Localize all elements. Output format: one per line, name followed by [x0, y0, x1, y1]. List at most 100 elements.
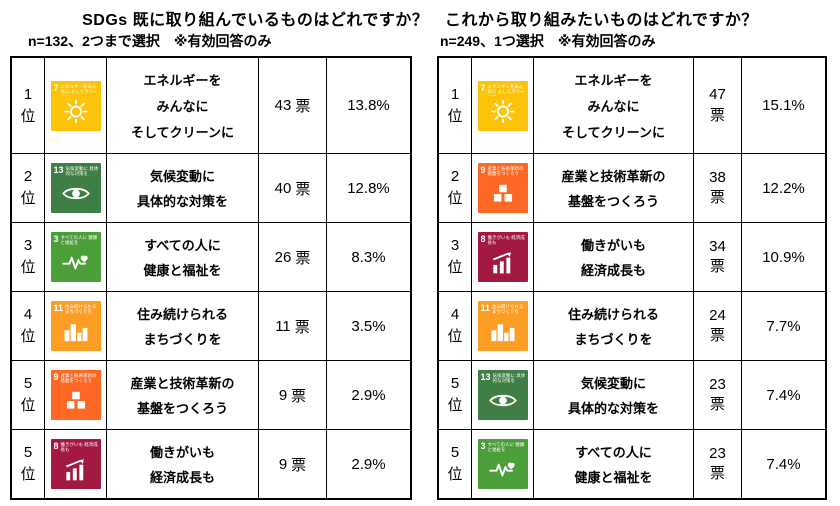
sdg-icon-cell: 8 働きがいも 経済成長も [471, 223, 533, 291]
votes-cell: 24 票 [693, 292, 741, 360]
sdg-number: 8 [480, 235, 486, 244]
sdg-title-text: 働きがいも 経済成長も [60, 442, 98, 453]
rank-number: 1 [23, 85, 33, 103]
rank-number: 4 [450, 306, 460, 324]
votes-number: 47 [709, 86, 726, 104]
votes-cell: 26 票 [258, 223, 326, 291]
rank-number: 5 [23, 375, 33, 393]
rank-cell: 5 位 [12, 361, 44, 429]
sdg-icon-cell: 7 エネルギーをみんなに そしてクリーンに [471, 58, 533, 153]
sdg-7-icon: 7 エネルギーをみんなに そしてクリーンに [50, 80, 101, 131]
sdg-icon-cell: 7 エネルギーをみんなに そしてクリーンに [44, 58, 106, 153]
votes-unit: 票 [709, 396, 725, 413]
votes-number: 24 [709, 306, 726, 324]
sdg-icon-cell: 11 住み続けられる まちづくりを [471, 292, 533, 360]
goal-label-line: 働きがいも [149, 444, 215, 460]
buildings-icon [488, 317, 518, 346]
goal-label-line: みんなに [587, 99, 640, 114]
percent-cell: 12.2% [741, 154, 825, 222]
sdg-number: 9 [53, 373, 59, 382]
goal-label-line: 気候変動に [580, 375, 646, 391]
rank-cell: 4 位 [12, 292, 44, 360]
sdg-icon-cell: 9 産業と技術革新の 基盤をつくろう [44, 361, 106, 429]
votes-cell: 43 票 [258, 58, 326, 153]
sdg-tile-header: 3 すべての人に 健康と福祉を [481, 442, 526, 454]
sdg-tile-header: 11 住み続けられる まちづくりを [481, 304, 526, 316]
right-table-subtitle: n=249、1つ選択 ※有効回答のみ [440, 33, 656, 49]
sdg-icon-cell: 11 住み続けられる まちづくりを [44, 292, 106, 360]
percent-value: 3.5% [351, 317, 386, 335]
sdg-title-text: 気候変動に 具体的な対策を [65, 166, 99, 177]
rank-number: 5 [450, 444, 460, 462]
percent-cell: 7.4% [741, 361, 825, 429]
sdg-number: 3 [480, 442, 486, 451]
percent-value: 8.3% [351, 248, 386, 266]
rank-unit: 位 [20, 190, 36, 207]
votes-number: 9 [278, 455, 288, 473]
percent-cell: 15.1% [741, 58, 825, 153]
sdg-number: 8 [53, 442, 59, 451]
sdg-11-icon: 11 住み続けられる まちづくりを [477, 301, 528, 351]
goal-label-line: エネルギーを [574, 73, 653, 88]
sdg-number: 7 [53, 83, 59, 93]
votes-number: 26 [274, 248, 292, 266]
sdg-tile-header: 9 産業と技術革新の 基盤をつくろう [481, 166, 526, 178]
percent-cell: 12.8% [326, 154, 410, 222]
sdg-tile-header: 7 エネルギーをみんなに そしてクリーンに [54, 84, 99, 96]
sdg-icon-cell: 9 産業と技術革新の 基盤をつくろう [471, 154, 533, 222]
rank-cell: 5 位 [12, 430, 44, 498]
goal-label-line: 経済成長も [580, 263, 646, 279]
goal-label-cell: エネルギーを みんなに そしてクリーンに [106, 58, 258, 153]
rank-unit: 位 [20, 259, 36, 276]
goal-label-cell: 働きがいも 経済成長も [106, 430, 258, 498]
sdg-number: 9 [480, 166, 486, 175]
goal-label-line: 気候変動に [149, 168, 215, 184]
rank-cell: 5 位 [439, 361, 471, 429]
percent-value: 2.9% [351, 386, 386, 404]
votes-cell: 40 票 [258, 154, 326, 222]
rank-cell: 2 位 [12, 154, 44, 222]
votes-unit: 票 [709, 327, 725, 344]
rank-number: 2 [23, 168, 33, 186]
votes-cell: 38 票 [693, 154, 741, 222]
rank-cell: 4 位 [439, 292, 471, 360]
goal-label-line: 基盤をつくろう [136, 401, 228, 417]
percent-value: 2.9% [351, 455, 386, 473]
goal-label-cell: すべての人に 健康と福祉を [106, 223, 258, 291]
sdg-title-text: すべての人に 健康と福祉を [487, 442, 525, 453]
rank-cell: 3 位 [439, 223, 471, 291]
goal-label-line: 産業と技術革新の [561, 168, 666, 184]
goal-label-cell: すべての人に 健康と福祉を [533, 430, 693, 498]
goal-label-line: 産業と技術革新の [130, 375, 235, 391]
percent-value: 10.9% [762, 248, 805, 266]
percent-cell: 10.9% [741, 223, 825, 291]
votes-unit: 票 [291, 387, 307, 405]
percent-cell: 3.5% [326, 292, 410, 360]
sdg-tile-header: 9 産業と技術革新の 基盤をつくろう [54, 373, 99, 385]
table-row: 3 位 3 すべての人に 健康と福祉を すべての人に 健康と福祉を 26 票 8… [12, 222, 410, 291]
rank-cell: 3 位 [12, 223, 44, 291]
goal-label-cell: 産業と技術革新の 基盤をつくろう [106, 361, 258, 429]
rank-unit: 位 [20, 397, 36, 414]
goal-label-line: 基盤をつくろう [567, 194, 659, 210]
sdg-number: 3 [53, 235, 59, 244]
goal-label-cell: 産業と技術革新の 基盤をつくろう [533, 154, 693, 222]
sdg-tile-header: 13 気候変動に 具体的な対策を [54, 166, 99, 178]
goal-label-line: 具体的な対策を [567, 401, 659, 417]
sdg-tile-header: 3 すべての人に 健康と福祉を [54, 235, 99, 247]
sdg-icon-cell: 3 すべての人に 健康と福祉を [44, 223, 106, 291]
rank-unit: 位 [447, 107, 463, 125]
rank-cell: 5 位 [439, 430, 471, 498]
sdg-tile-header: 11 住み続けられる まちづくりを [54, 304, 99, 316]
sdg-number: 11 [53, 304, 64, 313]
sdg-icon-cell: 13 気候変動に 具体的な対策を [471, 361, 533, 429]
left-ranking-table: 1 位 7 エネルギーをみんなに そしてクリーンに エネルギーを みんなに そし… [10, 56, 412, 500]
percent-cell: 7.4% [741, 430, 825, 498]
goal-label-line: まちづくりを [574, 332, 653, 348]
goal-label-line: 経済成長も [149, 470, 215, 486]
table-row: 5 位 8 働きがいも 経済成長も 働きがいも 経済成長も 9 票 2.9% [12, 429, 410, 498]
percent-cell: 2.9% [326, 430, 410, 498]
rank-cell: 1 位 [439, 58, 471, 153]
eye-icon [488, 386, 518, 415]
goal-label-line: 住み続けられる [567, 306, 659, 322]
